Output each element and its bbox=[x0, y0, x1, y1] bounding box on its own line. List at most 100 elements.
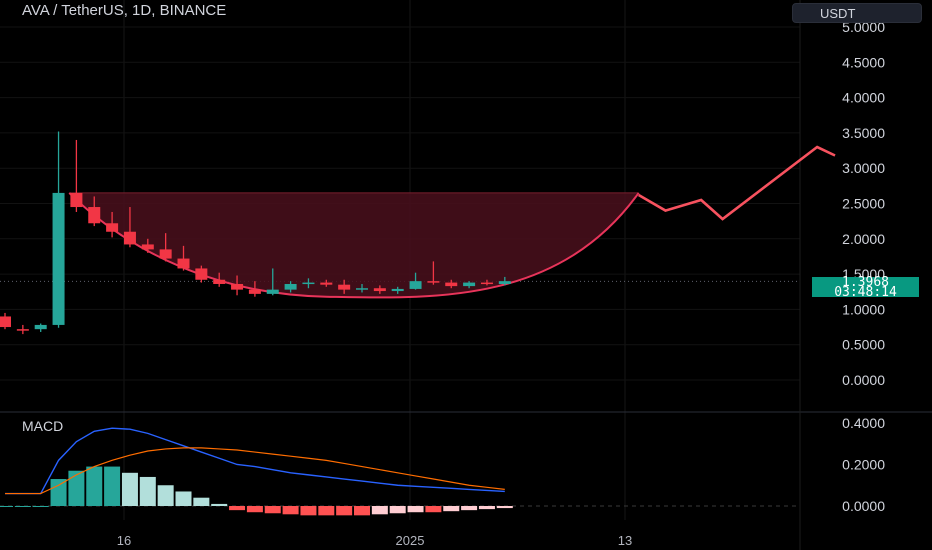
candle-down[interactable] bbox=[177, 245, 190, 271]
candle-series[interactable] bbox=[0, 131, 511, 335]
current-price-badge: 1.3968 03:48:14 bbox=[812, 275, 919, 300]
candle-up[interactable] bbox=[266, 268, 279, 296]
time-axis[interactable]: 16 2025 13 bbox=[117, 533, 632, 548]
macd-axis[interactable]: 0.4000 0.2000 0.0000 bbox=[842, 415, 885, 514]
time-tick-label: 2025 bbox=[396, 533, 425, 548]
price-tick-label: 0.5000 bbox=[842, 337, 885, 353]
currency-selector[interactable]: USDT bbox=[792, 3, 922, 23]
candle-body bbox=[409, 281, 422, 289]
histogram-bar-negative bbox=[229, 506, 246, 511]
histogram-bar-positive bbox=[32, 506, 49, 507]
candle-body bbox=[34, 324, 47, 330]
current-price: 1.3968 bbox=[842, 275, 889, 290]
histogram-bar-negative bbox=[300, 506, 317, 516]
price-tick-label: 2.5000 bbox=[842, 196, 885, 212]
macd-panel[interactable] bbox=[0, 427, 800, 516]
histogram-bar-negative bbox=[354, 506, 370, 516]
histogram-bar-negative bbox=[461, 506, 478, 511]
candle-body bbox=[480, 282, 493, 285]
price-tick-label: 3.0000 bbox=[842, 160, 885, 176]
macd-tick-label: 0.0000 bbox=[842, 498, 885, 514]
histogram-bar-positive bbox=[86, 466, 103, 506]
histogram-bar-positive bbox=[139, 476, 156, 506]
histogram-bar-negative bbox=[336, 506, 353, 516]
price-tick-label: 1.0000 bbox=[842, 301, 885, 317]
candle-down[interactable] bbox=[213, 272, 226, 287]
candle-body bbox=[498, 281, 511, 284]
candle-up[interactable] bbox=[409, 272, 422, 290]
candle-body bbox=[463, 282, 476, 287]
price-axis[interactable]: 5.0000 4.5000 4.0000 3.5000 3.0000 2.5000 2.00… bbox=[842, 19, 885, 388]
candle-down[interactable] bbox=[70, 139, 83, 212]
price-tick-label: 2.0000 bbox=[842, 231, 885, 247]
price-tick-label: 3.5000 bbox=[842, 125, 885, 141]
candle-body bbox=[248, 289, 261, 294]
histogram-bar-negative bbox=[318, 506, 335, 516]
histogram-bar-negative bbox=[389, 506, 406, 514]
macd-label: MACD bbox=[22, 418, 64, 434]
candle-up[interactable] bbox=[34, 323, 47, 332]
time-tick-label: 13 bbox=[618, 533, 632, 548]
candle-down[interactable] bbox=[0, 312, 11, 330]
histogram-bar-positive bbox=[14, 506, 31, 507]
candle-body bbox=[0, 316, 11, 328]
candle-body bbox=[266, 289, 279, 294]
histogram-bar-negative bbox=[407, 506, 424, 513]
candle-body bbox=[123, 231, 136, 245]
histogram-bar-positive bbox=[68, 470, 85, 506]
histogram-bar-positive bbox=[0, 506, 13, 507]
candle-up[interactable] bbox=[52, 131, 65, 328]
price-tick-label: 5.0000 bbox=[842, 19, 885, 35]
price-tick-label: 4.5000 bbox=[842, 54, 885, 70]
candle-body bbox=[16, 329, 29, 331]
signal-line bbox=[5, 447, 505, 495]
candle-up[interactable] bbox=[498, 276, 511, 286]
histogram-bar-positive bbox=[193, 497, 210, 506]
candle-down[interactable] bbox=[320, 279, 333, 287]
candle-down[interactable] bbox=[123, 207, 136, 248]
candle-down[interactable] bbox=[16, 324, 29, 335]
candle-body bbox=[195, 268, 208, 280]
histogram-bar-negative bbox=[443, 506, 460, 512]
candle-down[interactable] bbox=[195, 265, 208, 283]
candle-down[interactable] bbox=[427, 261, 440, 285]
candle-body bbox=[427, 281, 440, 283]
cup-curve bbox=[68, 192, 640, 299]
candle-down[interactable] bbox=[338, 279, 351, 294]
candle-body bbox=[302, 282, 315, 285]
histogram-bar-negative bbox=[425, 506, 442, 513]
candle-down[interactable] bbox=[248, 281, 261, 297]
candle-up[interactable] bbox=[356, 283, 368, 293]
candle-down[interactable] bbox=[480, 279, 493, 286]
candle-up[interactable] bbox=[391, 286, 404, 294]
histogram-bar-negative bbox=[282, 506, 299, 515]
candle-down[interactable] bbox=[106, 211, 119, 238]
histogram-bar-negative bbox=[371, 506, 388, 515]
candle-body bbox=[391, 288, 404, 292]
candle-down[interactable] bbox=[231, 275, 244, 296]
cup-area bbox=[69, 192, 639, 298]
histogram-bar-positive bbox=[104, 466, 121, 506]
candle-body bbox=[141, 244, 154, 250]
macd-tick-label: 0.2000 bbox=[842, 457, 885, 473]
candle-body bbox=[338, 284, 351, 290]
candle-body bbox=[88, 207, 101, 224]
candle-down[interactable] bbox=[141, 238, 154, 253]
candle-up[interactable] bbox=[463, 281, 476, 289]
time-tick-label: 16 bbox=[117, 533, 131, 548]
candle-countdown: 03:48:14 bbox=[834, 285, 897, 300]
histogram-bar-positive bbox=[175, 491, 192, 506]
candle-down[interactable] bbox=[88, 196, 101, 227]
histogram-bar-negative bbox=[246, 506, 263, 513]
candle-body bbox=[70, 192, 83, 208]
candle-body bbox=[159, 249, 172, 259]
candle-down[interactable] bbox=[159, 233, 172, 262]
candle-up[interactable] bbox=[284, 281, 297, 293]
macd-line bbox=[5, 427, 505, 495]
histogram-bar-positive bbox=[211, 503, 228, 506]
candle-body bbox=[213, 279, 226, 284]
candle-up[interactable] bbox=[302, 278, 315, 289]
candle-down[interactable] bbox=[373, 285, 386, 294]
candle-down[interactable] bbox=[445, 279, 458, 289]
